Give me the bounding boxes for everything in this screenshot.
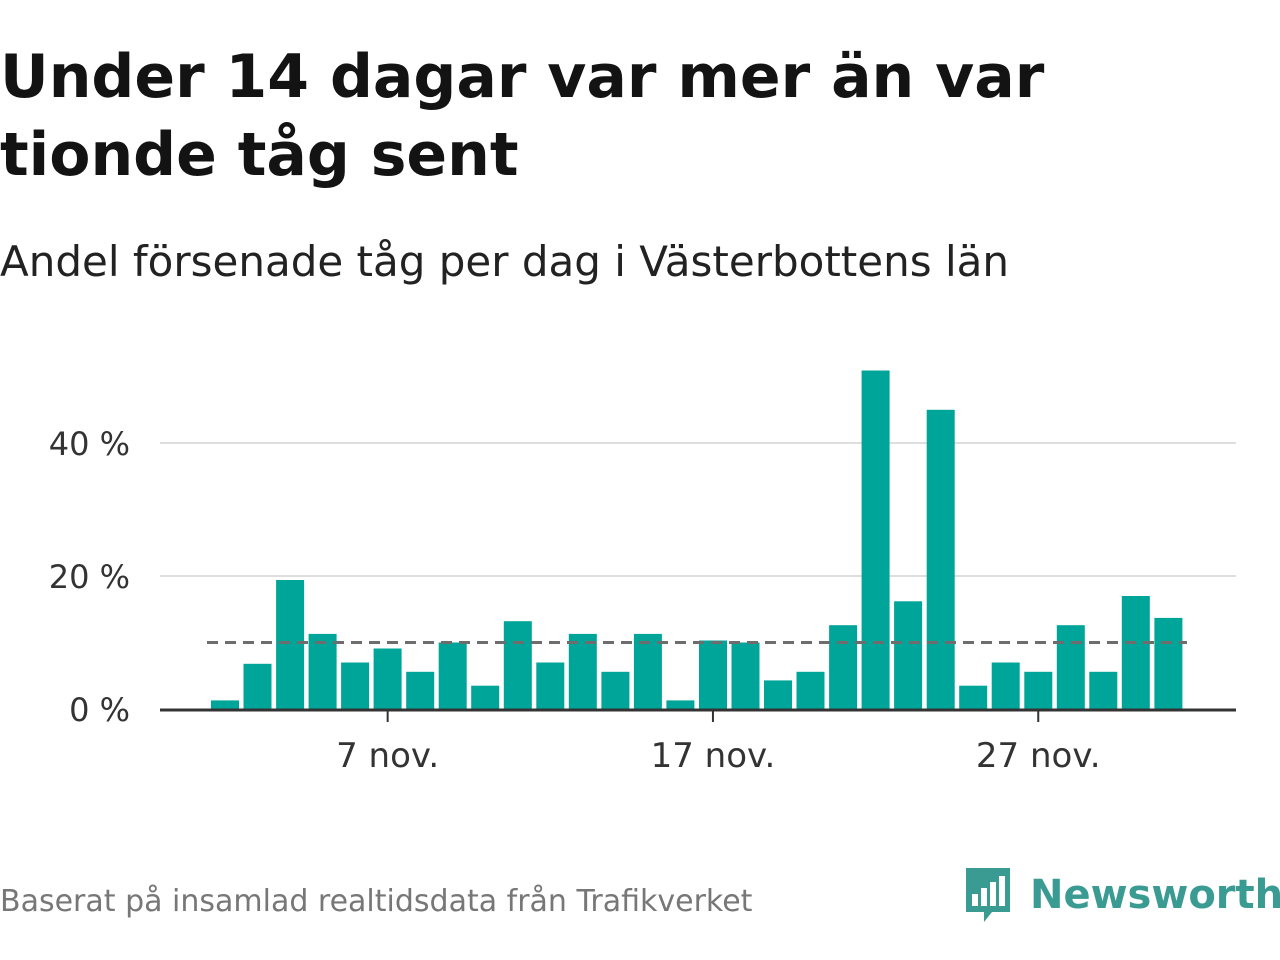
bar [308,633,337,709]
source-note: Baserat på insamlad realtidsdata från Tr… [0,884,753,919]
bar [926,409,955,710]
newsworthy-logo-icon [966,868,1010,922]
bar-chart: 0 % 20 % 40 % 7 nov. 17 nov. 27 nov. [49,370,1236,776]
bar [1024,671,1053,709]
bar [1089,671,1118,709]
bar [991,662,1020,710]
bar [406,671,435,709]
bar [959,685,988,709]
y-axis-labels: 0 % 20 % 40 % [49,425,130,729]
x-tick-label: 17 nov. [651,736,776,776]
bar [1121,596,1150,710]
x-tick-label: 27 nov. [976,736,1101,776]
brand-name: Newsworthy [1030,872,1280,918]
chart-subtitle: Andel försenade tåg per dag i Västerbott… [0,237,1009,286]
bar [633,633,662,709]
bar [861,370,890,709]
bar [373,648,402,709]
chart-title: Under 14 dagar var mer än var tionde tåg… [0,42,1045,190]
x-tick-label: 7 nov. [336,736,439,776]
bar [471,685,500,709]
bar [1056,625,1085,709]
bar [699,640,727,709]
bar [536,662,565,710]
bar [764,680,792,709]
bar [829,625,858,709]
grid-lines [160,442,1236,577]
bar [341,662,370,710]
bar [243,663,272,709]
bar [276,580,305,709]
bar [666,700,695,709]
bar [601,671,630,709]
y-tick-label: 0 % [69,691,130,729]
bar [211,700,239,709]
bars [211,370,1183,710]
bar [438,642,467,709]
brand-logo[interactable]: Newsworthy [962,860,1280,930]
bar [1154,617,1183,709]
bar [503,621,532,709]
x-axis: 7 nov. 17 nov. 27 nov. [160,708,1236,776]
y-tick-label: 40 % [49,425,130,463]
bar [796,671,825,709]
bar [731,642,760,709]
bar [568,633,597,709]
y-tick-label: 20 % [49,558,130,596]
bar [894,601,923,709]
